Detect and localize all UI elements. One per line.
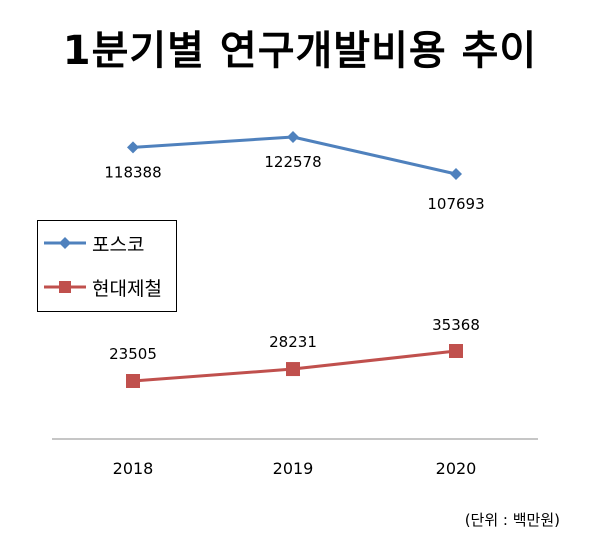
data-label: 28231 bbox=[269, 333, 317, 351]
data-point bbox=[449, 344, 463, 358]
legend-marker-posco bbox=[44, 237, 86, 249]
data-point bbox=[287, 131, 299, 143]
x-tick-label: 2018 bbox=[113, 459, 154, 478]
legend-item-hyundai-steel: 현대제철 bbox=[42, 274, 162, 300]
data-label: 118388 bbox=[104, 163, 161, 181]
legend-label-posco: 포스코 bbox=[92, 233, 145, 256]
x-tick-label: 2019 bbox=[273, 459, 314, 478]
legend: 포스코 현대제철 bbox=[37, 220, 177, 312]
data-point bbox=[286, 362, 300, 377]
data-point bbox=[127, 141, 139, 154]
data-point bbox=[126, 374, 140, 388]
data-label: 122578 bbox=[264, 153, 321, 171]
chart-title: 1분기별 연구개발비용 추이 bbox=[62, 28, 538, 74]
legend-item-posco: 포스코 bbox=[42, 230, 144, 256]
data-label: 23505 bbox=[109, 345, 157, 363]
x-tick-label: 2020 bbox=[436, 459, 477, 478]
data-label: 35368 bbox=[432, 316, 480, 334]
unit-note: (단위 : 백만원) bbox=[464, 511, 560, 529]
legend-marker-hyundai-steel bbox=[44, 281, 86, 293]
data-point bbox=[450, 168, 462, 180]
data-label: 107693 bbox=[427, 195, 484, 213]
legend-label-hyundai-steel: 현대제철 bbox=[92, 277, 162, 300]
